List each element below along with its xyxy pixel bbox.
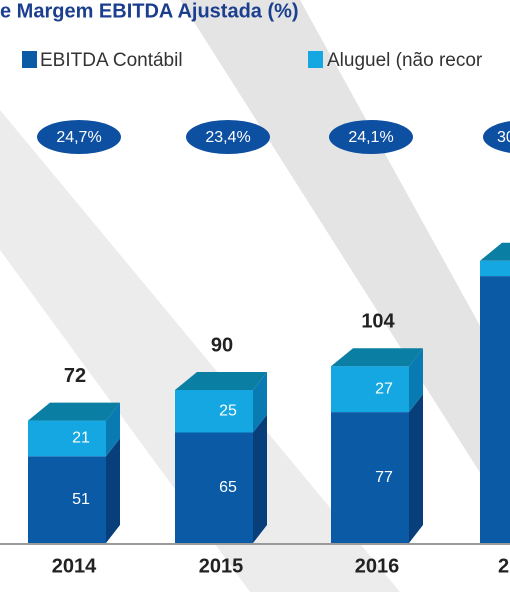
margin-badge — [186, 120, 270, 154]
value-label: 21 — [72, 430, 90, 447]
total-label: 90 — [211, 334, 233, 356]
x-tick-label: 2016 — [355, 555, 400, 577]
bar-side — [253, 372, 267, 433]
total-label: 72 — [64, 365, 86, 387]
bar-side — [253, 414, 267, 543]
value-label: 77 — [375, 469, 393, 486]
bar-segment — [28, 456, 106, 543]
bar-top — [331, 348, 423, 367]
bar-segment — [331, 412, 409, 543]
x-tick-label: 2014 — [52, 555, 97, 577]
margin-label: 30 — [497, 129, 510, 146]
bar-side — [409, 394, 423, 543]
bar-segment — [331, 366, 409, 413]
legend-label: Aluguel (não recor — [327, 50, 483, 71]
bar-segment — [175, 432, 253, 543]
x-tick-label: 2 — [498, 555, 509, 577]
x-tick-label: 2015 — [199, 555, 244, 577]
bar-side — [409, 348, 423, 413]
chart-title: e Margem EBITDA Ajustada (%) — [0, 0, 299, 22]
value-label: 65 — [219, 479, 237, 496]
bar-top — [28, 402, 120, 421]
legend-swatch — [308, 51, 323, 68]
value-label: 51 — [72, 491, 90, 508]
legend-swatch — [22, 51, 37, 68]
bar-segment — [480, 276, 510, 543]
bar-top — [480, 242, 510, 261]
bar-segment — [480, 260, 510, 277]
legend-label: EBITDA Contábil — [40, 50, 183, 71]
total-label: 104 — [361, 310, 395, 332]
bar-side — [106, 402, 120, 457]
margin-badge — [37, 120, 121, 154]
margin-badge — [483, 121, 510, 153]
margin-label: 23,4% — [205, 129, 250, 146]
bar-side — [106, 438, 120, 543]
value-label: 27 — [375, 380, 393, 397]
margin-badge — [329, 120, 413, 154]
value-label: 25 — [219, 402, 237, 419]
bar-top — [175, 372, 267, 390]
bar-segment — [175, 390, 253, 433]
background-band — [0, 110, 400, 592]
margin-label: 24,1% — [348, 129, 393, 146]
margin-label: 24,7% — [56, 129, 101, 146]
bar-segment — [28, 420, 106, 457]
